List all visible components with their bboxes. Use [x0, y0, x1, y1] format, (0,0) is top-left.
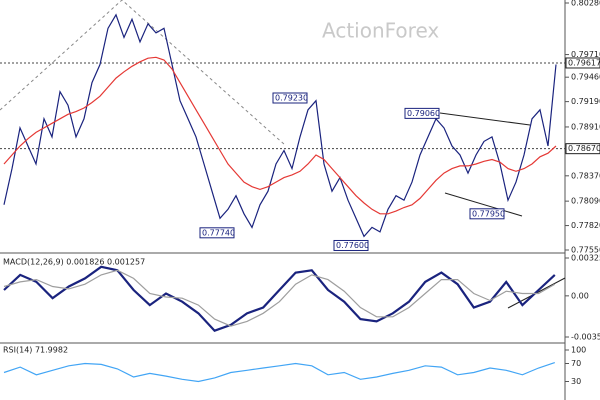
panel-title: RSI(14) 71.9982	[3, 346, 68, 355]
series-line	[3, 56, 557, 215]
level-label-box	[565, 57, 600, 69]
trend-line	[0, 0, 286, 146]
annotation-label: 0.79230	[275, 94, 308, 103]
series-line	[3, 362, 555, 383]
annotation-box	[333, 239, 369, 251]
y-tick-label: 0.003256	[571, 254, 600, 263]
series-line	[3, 269, 556, 327]
annotation-box	[404, 107, 440, 119]
series-line	[3, 13, 557, 238]
y-tick-label: 0.00	[571, 291, 589, 300]
annotation-box	[199, 227, 235, 239]
trend-line	[439, 112, 531, 126]
trend-line	[444, 192, 523, 217]
annotation-label: 0.77600	[336, 241, 369, 250]
annotation-box	[469, 208, 505, 220]
y-tick-label: 70	[571, 359, 581, 368]
y-tick-label: -0.00354	[571, 333, 600, 342]
series-line	[3, 265, 556, 332]
annotation-label: 0.77740	[202, 228, 235, 237]
level-label: 0.79617	[568, 58, 600, 67]
plot-background	[0, 0, 565, 400]
y-tick-label: 100	[571, 346, 586, 355]
panel-title: MACD(12,26,9) 0.001826 0.001257	[3, 258, 145, 267]
level-label: 0.78670	[568, 144, 600, 153]
level-label-box	[565, 143, 600, 155]
y-tick-label: 30	[571, 377, 581, 386]
annotation-label: 0.79060	[407, 109, 440, 118]
annotation-label: 0.77950	[472, 209, 505, 218]
watermark: ActionForex	[322, 19, 439, 43]
annotation-box	[272, 92, 308, 104]
